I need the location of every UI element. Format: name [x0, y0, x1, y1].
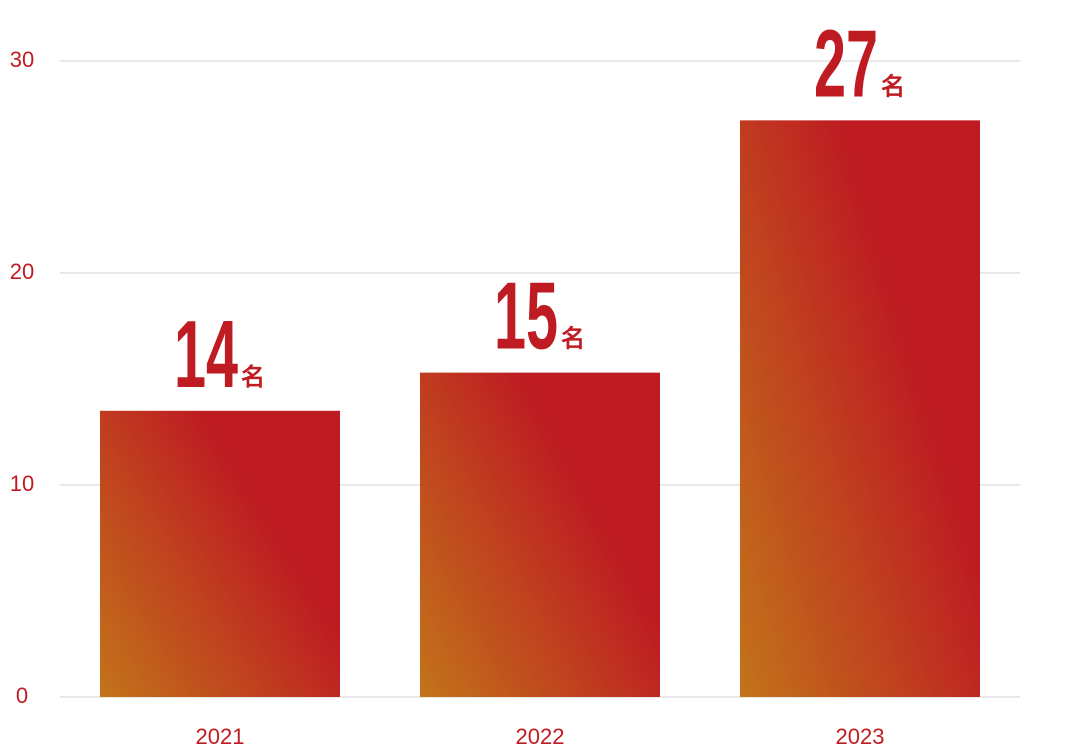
x-tick-label: 2021: [196, 724, 245, 749]
x-tick-label: 2023: [836, 724, 885, 749]
value-unit: 名: [881, 72, 905, 100]
y-tick-label: 0: [16, 683, 28, 708]
y-tick-label: 20: [10, 259, 34, 284]
bar: [740, 120, 980, 698]
value-unit: 名: [561, 325, 585, 353]
value-unit: 名: [241, 363, 265, 391]
x-tick-label: 2022: [516, 724, 565, 749]
y-tick-label: 10: [10, 471, 34, 496]
value-number: 14: [174, 299, 238, 407]
y-tick-label: 30: [10, 47, 34, 72]
value-label: 27: [814, 9, 878, 117]
bar: [100, 410, 340, 697]
value-number: 15: [494, 261, 558, 369]
value-label: 15: [494, 261, 558, 369]
bar: [420, 372, 660, 697]
value-number: 27: [814, 9, 878, 117]
value-label: 14: [174, 299, 238, 407]
